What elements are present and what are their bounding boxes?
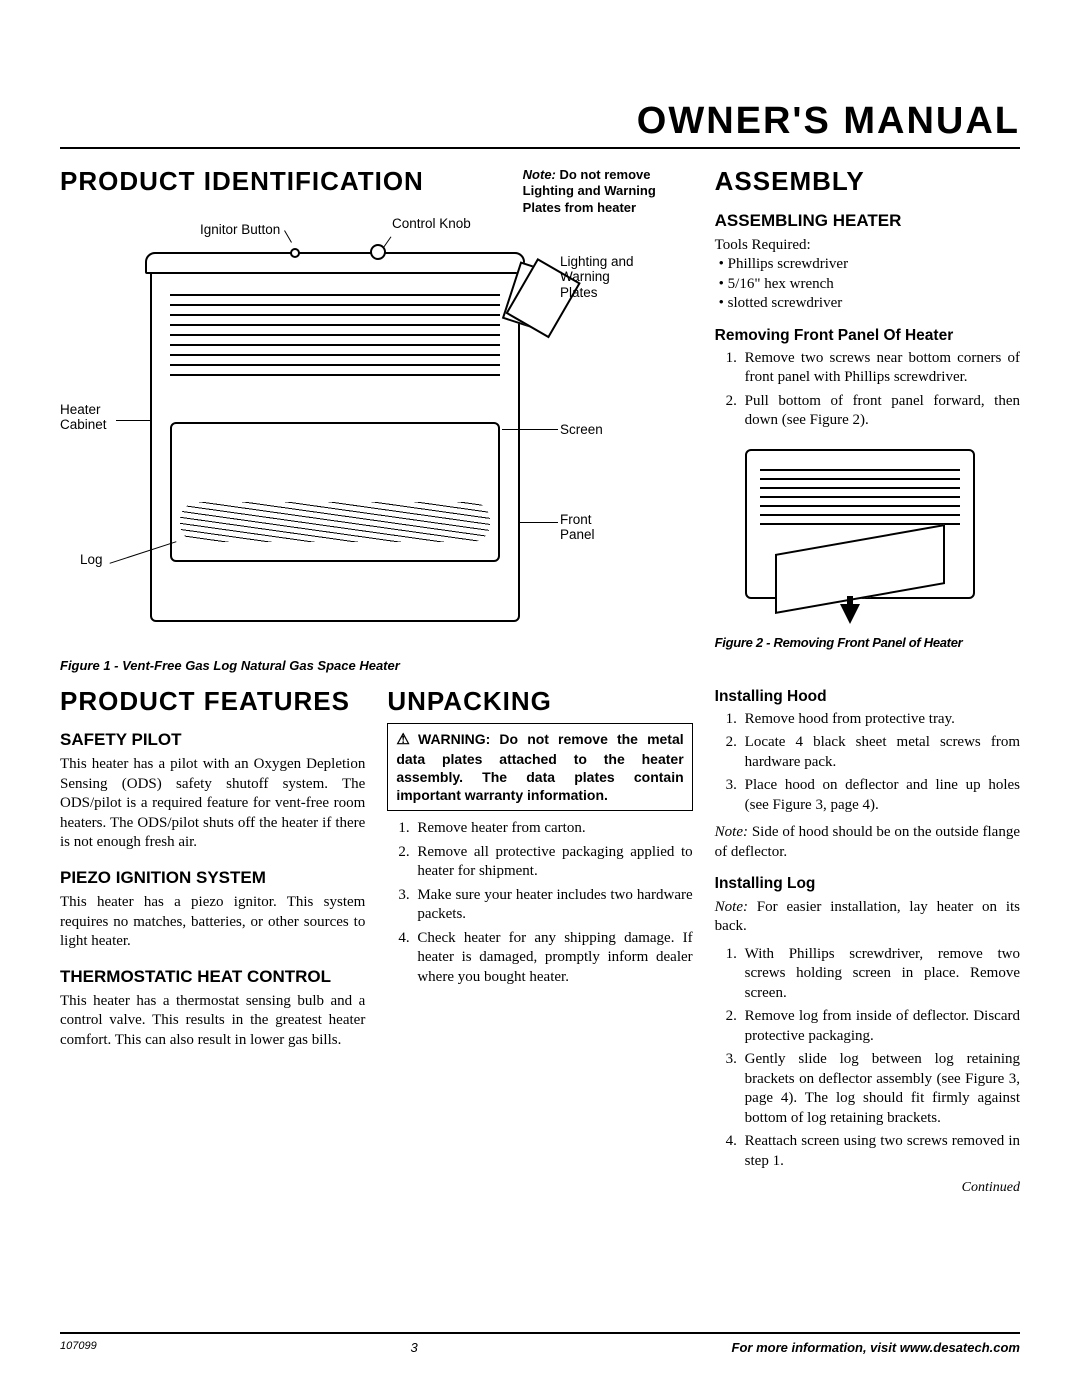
list-item: Locate 4 black sheet metal screws from h… [741,733,1020,772]
assembly-heading: ASSEMBLY [715,167,1020,196]
list-item: Remove log from inside of deflector. Dis… [741,1007,1020,1046]
list-item: Remove two screws near bottom corners of… [741,349,1020,388]
list-item: Remove heater from carton. [413,819,692,839]
removing-steps: Remove two screws near bottom corners of… [715,349,1020,431]
col-right-bottom: Installing Hood Remove hood from protect… [715,687,1020,1197]
list-item: With Phillips screwdriver, remove two sc… [741,945,1020,1004]
footer-info: For more information, visit www.desatech… [732,1340,1020,1355]
list-item: 5/16" hex wrench [719,275,1020,295]
figure-2-diagram [715,439,1020,629]
list-item: slotted screwdriver [719,294,1020,314]
safety-pilot-para: This heater has a pilot with an Oxygen D… [60,755,365,853]
list-item: Pull bottom of front panel forward, then… [741,392,1020,431]
list-item: Place hood on deflector and line up hole… [741,776,1020,815]
piezo-heading: PIEZO IGNITION SYSTEM [60,867,365,889]
assembling-heater-heading: ASSEMBLING HEATER [715,210,1020,232]
col-mid-bottom: UNPACKING ⚠WARNING: Do not remove the me… [387,687,692,1197]
col-right-top: ASSEMBLY ASSEMBLING HEATER Tools Require… [715,167,1020,687]
label-control-knob: Control Knob [392,216,471,232]
piezo-para: This heater has a piezo ignitor. This sy… [60,893,365,952]
figure-1-caption: Figure 1 - Vent-Free Gas Log Natural Gas… [60,658,693,673]
warning-text: WARNING: Do not remove the metal data pl… [396,731,683,803]
label-front-panel: Front Panel [560,512,610,543]
col-left-bottom: PRODUCT FEATURES SAFETY PILOT This heate… [60,687,365,1197]
product-features-heading: PRODUCT FEATURES [60,687,365,716]
safety-pilot-heading: SAFETY PILOT [60,729,365,751]
doc-number: 107099 [60,1340,97,1355]
product-id-heading: PRODUCT IDENTIFICATION [60,167,511,196]
thermo-para: This heater has a thermostat sensing bul… [60,992,365,1051]
thermo-heading: THERMOSTATIC HEAT CONTROL [60,966,365,988]
page-number: 3 [411,1340,418,1355]
list-item: Gently slide log between log retaining b… [741,1050,1020,1128]
install-hood-heading: Installing Hood [715,687,1020,707]
unpacking-heading: UNPACKING [387,687,692,716]
list-item: Remove hood from protective tray. [741,710,1020,730]
unpacking-steps: Remove heater from carton. Remove all pr… [387,819,692,987]
label-heater-cabinet: Heater Cabinet [60,402,120,433]
label-plates: Lighting and Warning Plates [560,254,640,301]
footer: 107099 3 For more information, visit www… [60,1332,1020,1355]
top-rule [60,147,1020,149]
warning-box: ⚠WARNING: Do not remove the metal data p… [387,723,692,811]
label-screen: Screen [560,422,603,438]
install-hood-note: Note: Side of hood should be on the outs… [715,823,1020,862]
figure-1-diagram: Ignitor Button Control Knob Lighting and… [60,222,693,652]
tools-list: Phillips screwdriver 5/16" hex wrench sl… [715,255,1020,314]
install-log-heading: Installing Log [715,874,1020,894]
list-item: Remove all protective packaging applied … [413,843,692,882]
removing-heading: Removing Front Panel Of Heater [715,326,1020,346]
list-item: Make sure your heater includes two hardw… [413,886,692,925]
label-log: Log [80,552,103,568]
install-log-steps: With Phillips screwdriver, remove two sc… [715,945,1020,1172]
list-item: Reattach screen using two screws removed… [741,1132,1020,1171]
warning-icon: ⚠ [396,731,415,748]
list-item: Phillips screwdriver [719,255,1020,275]
label-ignitor: Ignitor Button [200,222,280,238]
list-item: Check heater for any shipping damage. If… [413,929,692,988]
install-log-note: Note: For easier installation, lay heate… [715,898,1020,937]
page-title: OWNER'S MANUAL [60,100,1020,143]
note-label: Note: [523,167,556,182]
continued-label: Continued [715,1179,1020,1197]
figure-2-caption: Figure 2 - Removing Front Panel of Heate… [715,635,1020,652]
install-hood-steps: Remove hood from protective tray. Locate… [715,710,1020,816]
note-box: Note: Do not remove Lighting and Warning… [523,167,693,216]
tools-label: Tools Required: [715,236,1020,256]
